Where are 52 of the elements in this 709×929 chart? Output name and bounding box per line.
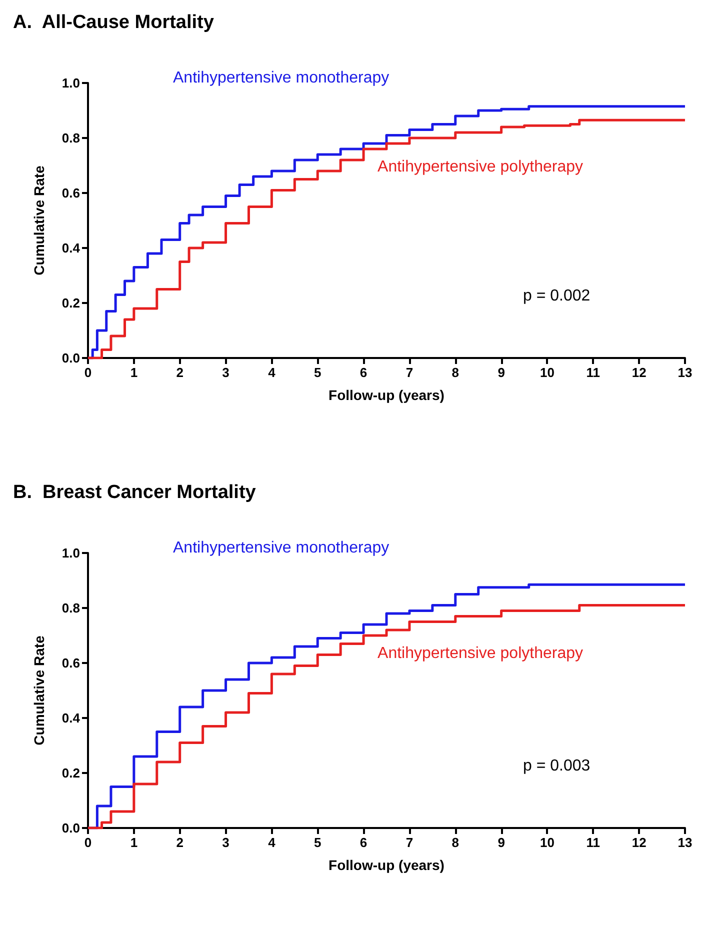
x-tick-label: 6 bbox=[360, 365, 368, 380]
x-tick-label: 4 bbox=[268, 365, 276, 380]
y-tick-label: 1.0 bbox=[62, 546, 80, 560]
x-tick-label: 10 bbox=[540, 835, 554, 850]
x-tick-label: 13 bbox=[678, 835, 692, 850]
x-tick-label: 7 bbox=[406, 365, 414, 380]
x-axis-title: Follow-up (years) bbox=[328, 387, 444, 403]
annotation: p = 0.002 bbox=[523, 288, 590, 304]
x-tick-label: 8 bbox=[452, 365, 459, 380]
x-tick-label: 11 bbox=[586, 835, 600, 850]
series-label: Antihypertensive polytherapy bbox=[378, 158, 583, 176]
text: Antihypertensive monotherapy bbox=[173, 540, 390, 556]
y-tick-label: 0.2 bbox=[62, 296, 80, 310]
x-tick-label: 6 bbox=[360, 835, 368, 850]
y-tick-label: 1.0 bbox=[62, 76, 80, 90]
x-tick-label: 0 bbox=[84, 835, 92, 850]
x-tick-label: 5 bbox=[314, 835, 322, 850]
x-tick-label: 9 bbox=[498, 835, 505, 850]
y-tick-label: 0.4 bbox=[62, 240, 81, 256]
y-tick-label: 0.0 bbox=[62, 350, 80, 366]
x-tick-label: 0 bbox=[84, 365, 92, 380]
x-tick-label: 12 bbox=[632, 365, 646, 380]
x-tick-label: 1 bbox=[130, 365, 138, 380]
x-tick-label: 3 bbox=[222, 835, 230, 850]
y-tick-label: 0.6 bbox=[62, 186, 80, 200]
x-axis-title: Follow-up (years) bbox=[328, 857, 444, 873]
x-tick-label: 9 bbox=[498, 365, 505, 380]
y-tick-label: 0.4 bbox=[62, 710, 81, 726]
y-tick-label: 0.8 bbox=[62, 600, 80, 616]
chart-title: B. Breast Cancer Mortality bbox=[13, 482, 256, 503]
x-tick-label: 1 bbox=[130, 835, 138, 850]
x-tick-label: 5 bbox=[314, 365, 322, 380]
text: Antihypertensive monotherapy bbox=[173, 70, 390, 86]
x-tick-label: 3 bbox=[222, 365, 230, 380]
x-tick-label: 2 bbox=[176, 835, 184, 850]
chart-title: A. All-Cause Mortality bbox=[13, 12, 214, 33]
x-tick-label: 11 bbox=[586, 365, 600, 380]
x-tick-label: 13 bbox=[678, 365, 692, 380]
x-tick-label: 4 bbox=[268, 835, 276, 850]
x-tick-label: 8 bbox=[452, 835, 459, 850]
annotation: p = 0.003 bbox=[523, 758, 590, 774]
y-tick-label: 0.2 bbox=[62, 766, 80, 780]
y-tick-label: 0.0 bbox=[62, 820, 80, 836]
y-axis-title: Cumulative Rate bbox=[31, 165, 47, 276]
y-tick-label: 0.8 bbox=[62, 130, 80, 146]
x-tick-label: 12 bbox=[632, 835, 646, 850]
x-tick-label: 7 bbox=[406, 835, 414, 850]
y-axis-title: Cumulative Rate bbox=[31, 635, 47, 746]
x-tick-label: 10 bbox=[540, 365, 554, 380]
x-tick-label: 2 bbox=[176, 365, 184, 380]
y-tick-label: 0.6 bbox=[62, 656, 80, 670]
series-label: Antihypertensive polytherapy bbox=[378, 645, 583, 662]
